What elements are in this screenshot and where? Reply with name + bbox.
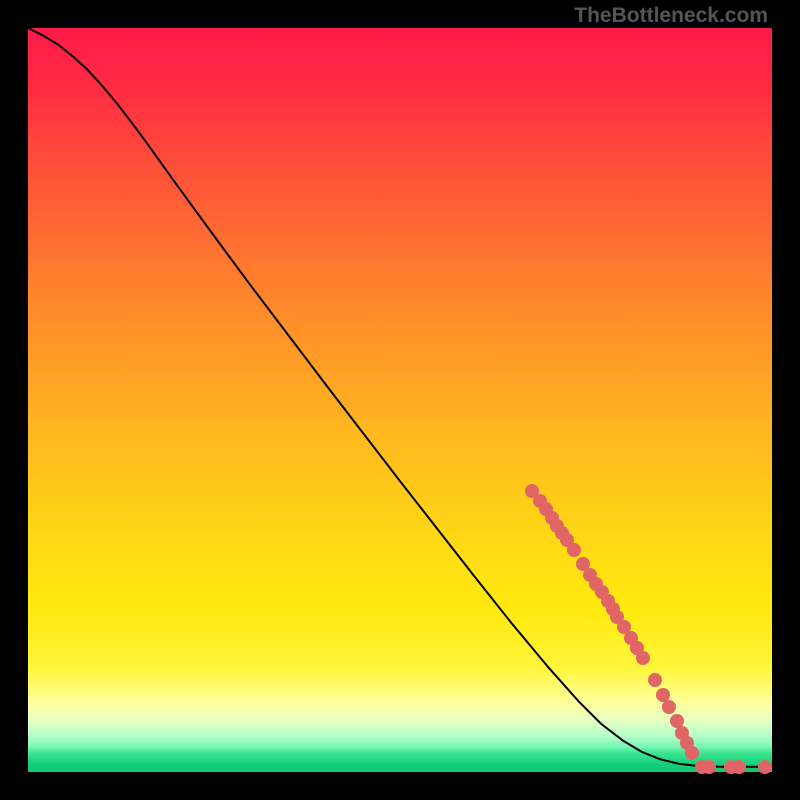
outer-frame: TheBottleneck.com xyxy=(0,0,800,800)
plot-area xyxy=(28,28,772,772)
curve-path xyxy=(28,28,772,767)
data-marker xyxy=(702,760,716,774)
data-marker xyxy=(567,543,581,557)
data-marker xyxy=(662,700,676,714)
data-marker xyxy=(758,760,772,774)
data-marker xyxy=(732,760,746,774)
data-marker xyxy=(636,651,650,665)
data-marker xyxy=(685,746,699,760)
watermark-text: TheBottleneck.com xyxy=(574,4,768,28)
data-marker xyxy=(648,673,662,687)
bottleneck-curve xyxy=(28,28,772,772)
